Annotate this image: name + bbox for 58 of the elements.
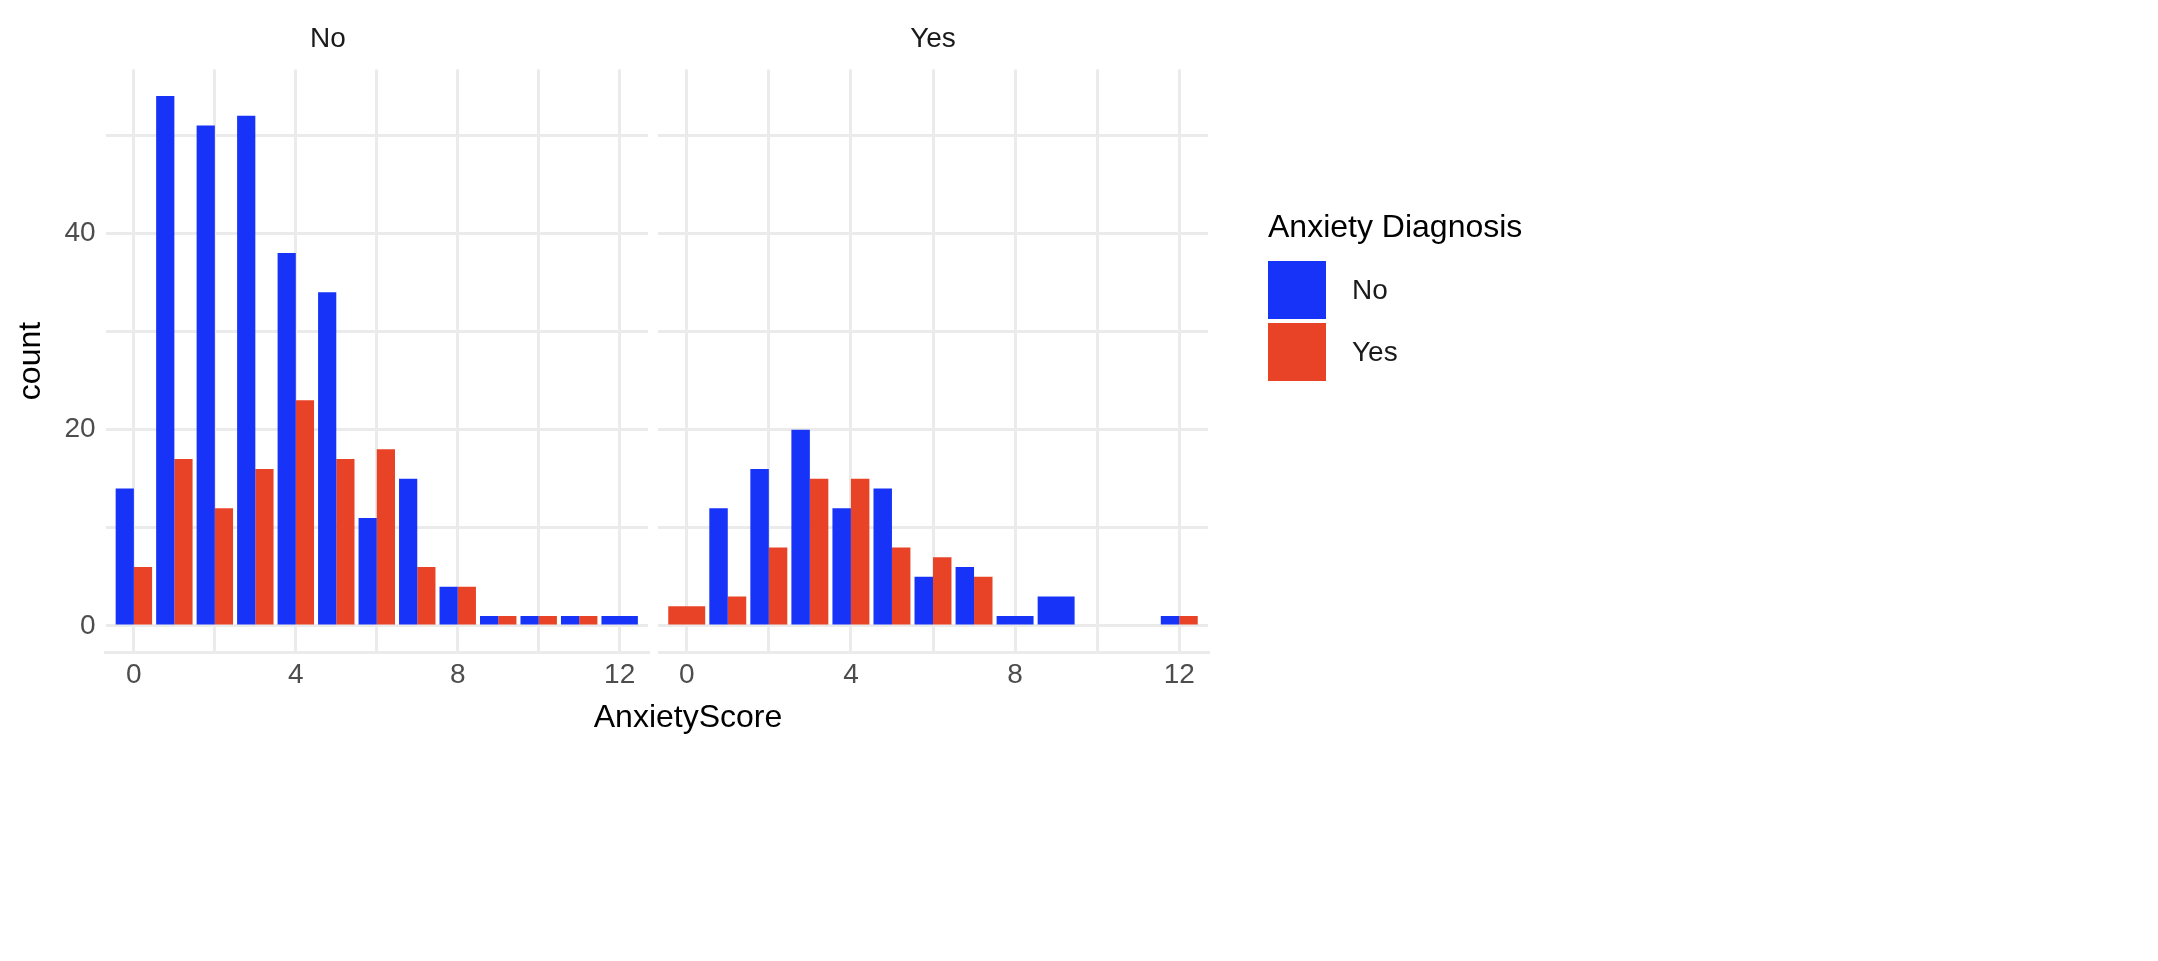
bar (156, 96, 175, 625)
bar (955, 567, 975, 625)
bar (174, 459, 193, 625)
x-tick-label: 4 (843, 657, 859, 689)
chart-title: No (310, 21, 346, 53)
bar (914, 576, 933, 625)
bar (255, 468, 274, 625)
bar (196, 125, 215, 625)
bar (1160, 616, 1180, 625)
bar (520, 616, 539, 625)
bar (873, 488, 892, 625)
x-axis-title: AnxietyScore (592, 698, 784, 735)
chart-title: Yes (910, 21, 956, 53)
x-tick-label: 0 (678, 657, 695, 689)
bar (579, 616, 598, 625)
bar (933, 557, 952, 625)
bar (376, 449, 395, 625)
x-tick-label: 0 (126, 657, 142, 689)
bar (358, 517, 377, 625)
x-tick-label: 8 (449, 657, 466, 689)
bar (1179, 616, 1198, 625)
bar (974, 576, 993, 625)
bar (791, 429, 810, 625)
legend-label: Yes (1352, 336, 1398, 368)
bar (214, 508, 234, 625)
bar (457, 586, 476, 625)
legend-title: Anxiety Diagnosis (1268, 208, 1523, 245)
bar (709, 508, 728, 625)
bar (336, 459, 355, 625)
bar (439, 586, 458, 625)
y-tick-label: 0 (79, 608, 96, 640)
bar (480, 616, 499, 625)
x-tick-label: 8 (1007, 657, 1023, 689)
bar (498, 616, 517, 625)
bar (237, 115, 256, 625)
bar (399, 478, 418, 625)
y-axis-title: count (11, 321, 48, 401)
x-tick-label: 4 (288, 657, 304, 689)
bar (850, 478, 870, 625)
bar (832, 508, 851, 625)
bar (891, 547, 911, 625)
legend-label: No (1352, 274, 1388, 306)
x-tick-label: 12 (1163, 657, 1195, 689)
bar (318, 292, 337, 625)
bar (727, 596, 747, 625)
bar (560, 616, 580, 625)
bar (809, 478, 829, 625)
bar (277, 253, 296, 625)
bar (538, 616, 557, 625)
bar (417, 567, 436, 625)
bar (133, 567, 153, 625)
x-tick-label: 12 (604, 657, 636, 689)
bar (768, 547, 788, 625)
bar (750, 468, 769, 625)
bar (295, 400, 315, 625)
bar (115, 488, 134, 625)
y-tick-label: 20 (64, 412, 96, 444)
y-tick-label: 40 (64, 216, 96, 248)
